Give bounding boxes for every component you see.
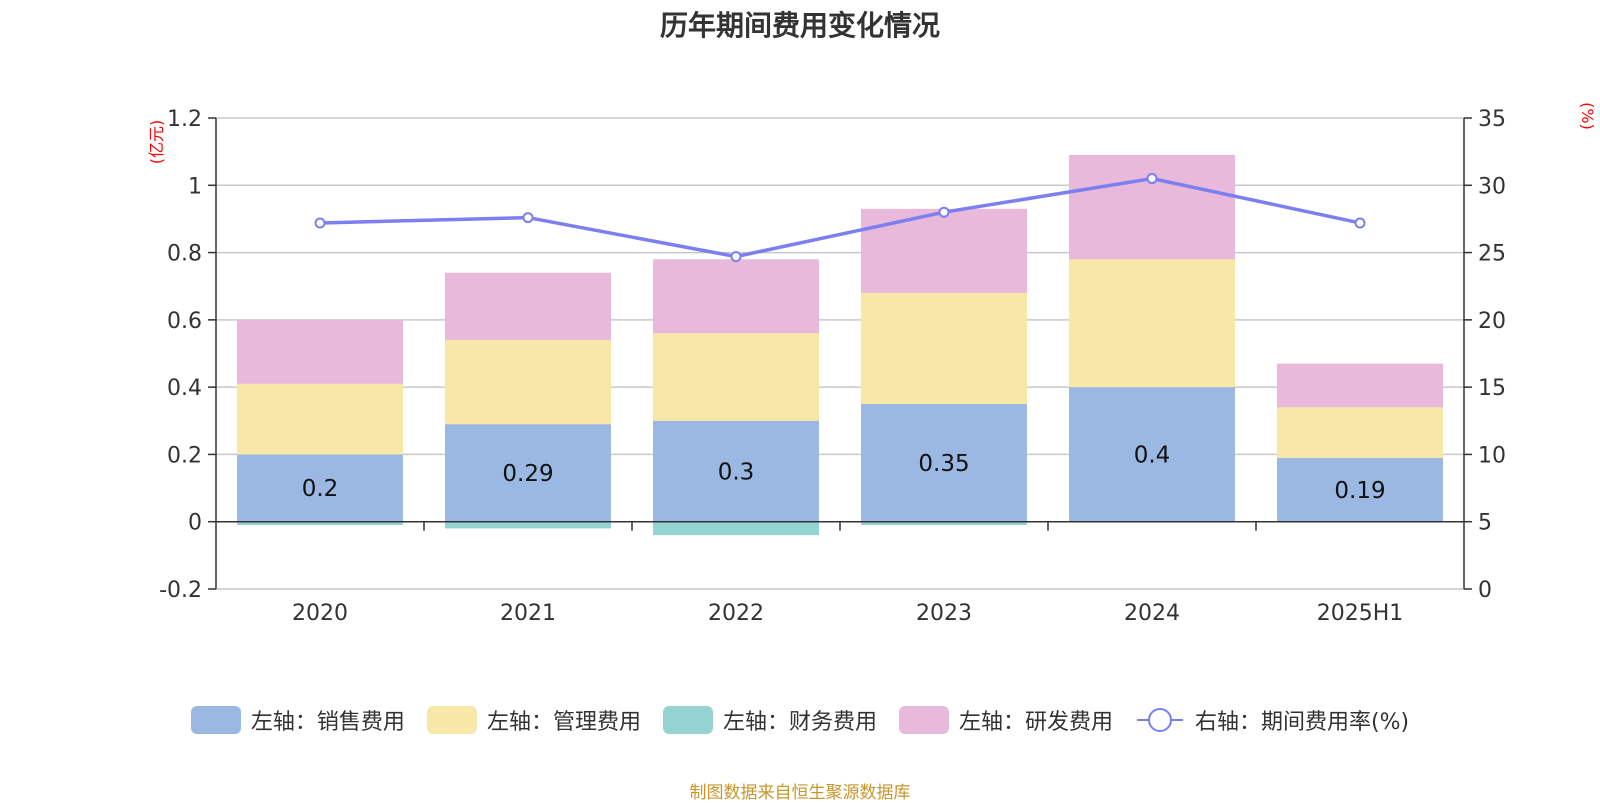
rate-point-2022 [730,251,742,263]
data-label-2020: 0.2 [302,476,339,502]
bar-2021-s0 [445,424,611,522]
bar-2021-s2 [445,521,611,529]
left-tick-label: 0 [188,511,202,536]
left-tick-label: -0.2 [159,578,202,603]
left-tick-label: 0.4 [167,376,202,401]
right-tick-label: 20 [1478,309,1506,334]
legend-label: 右轴：期间费用率(%) [1194,710,1410,735]
right-tick-label: 30 [1478,174,1506,199]
bar-2025H1-s0 [1277,457,1443,522]
bar-2023-s1 [861,292,1027,404]
x-tick-label: 2025H1 [1317,601,1404,626]
data-labels: 0.2 0.29 0.3 0.35 0.4 0.19 [302,442,1386,503]
right-tick-label: 15 [1478,376,1506,401]
data-label-2025H1: 0.19 [1334,478,1385,504]
legend-line-marker [1136,708,1183,732]
data-label-2023: 0.35 [918,451,969,477]
bar-2024-s1 [1069,259,1235,388]
bar-2024-s3 [1069,155,1235,260]
bar-2020-s0 [237,454,403,522]
left-tick-label: 0.2 [167,443,202,468]
rate-point-2024 [1146,173,1158,185]
right-tick-label: 0 [1478,578,1492,603]
x-tick-label: 2023 [916,601,972,626]
source-note: 制图数据来自恒生聚源数据库 [689,783,911,803]
legend-swatch [662,706,713,734]
rate-point-2023 [938,206,950,218]
legend-label: 左轴：管理费用 [486,710,641,735]
legend-item-2: 左轴：财务费用 [662,704,877,736]
right-tick-label: 10 [1478,443,1506,468]
bar-2022-s0 [653,420,819,522]
legend-label: 左轴：销售费用 [250,710,405,735]
data-label-2021: 0.29 [502,461,553,487]
left-tick-label: 1 [188,174,202,199]
left-tick-label: 0.8 [167,242,202,267]
legend-item-0: 左轴：销售费用 [190,704,405,736]
tick-labels: -0.2 0 0.2 0.4 0.6 0.8 1 1.2 0 5 10 15 20 25 30 35 2020 2… [159,107,1506,626]
bar-2022-s2 [653,521,819,536]
legend-label: 左轴：财务费用 [722,710,877,735]
x-tick-label: 2022 [708,601,764,626]
legend-swatch [426,706,477,734]
bar-2021-s3 [445,272,611,341]
right-tick-label: 5 [1478,511,1492,536]
bar-2022-s3 [653,259,819,334]
bar-2025H1-s1 [1277,407,1443,458]
right-tick-label: 25 [1478,242,1506,267]
right-axis-unit: (%) [1578,102,1597,130]
left-tick-label: 0.6 [167,309,202,334]
axes [208,117,1472,590]
rate-line [319,176,1361,259]
grid-lines [216,117,1464,590]
legend-item-3: 左轴：研发费用 [898,704,1113,736]
bar-2020-s2 [237,521,403,526]
bar-2024-s0 [1069,387,1235,522]
bar-2021-s1 [445,340,611,425]
chart-title: 历年期间费用变化情况 [659,9,940,42]
bar-series [237,155,1443,536]
left-tick-label: 1.2 [167,107,202,132]
legend-item-1: 左轴：管理费用 [426,704,641,736]
legend: 左轴：销售费用 左轴：管理费用 左轴：财务费用 左轴：研发费用 右轴：期间费用率(%) [0,704,1600,736]
bar-2020-s3 [237,319,403,384]
legend-swatch [898,706,949,734]
bar-2023-s2 [861,521,1027,526]
bar-2023-s3 [861,208,1027,293]
rate-point-2021 [522,212,534,224]
rate-line-series [314,173,1366,263]
data-label-2024: 0.4 [1134,442,1171,468]
legend-label: 左轴：研发费用 [958,710,1113,735]
data-label-2022: 0.3 [718,459,755,485]
right-tick-label: 35 [1478,107,1506,132]
bar-2023-s0 [861,403,1027,522]
rate-point-2025H1 [1354,217,1366,229]
legend-item-4: 右轴：期间费用率(%) [1135,704,1409,736]
x-tick-label: 2021 [500,601,556,626]
left-axis-unit: (亿元) [147,120,166,165]
rate-point-2020 [314,217,326,229]
x-tick-label: 2020 [292,601,348,626]
legend-swatch [190,706,241,734]
bar-2020-s1 [237,383,403,455]
bar-2025H1-s3 [1277,363,1443,408]
bar-2022-s1 [653,333,819,421]
x-tick-label: 2024 [1124,601,1180,626]
